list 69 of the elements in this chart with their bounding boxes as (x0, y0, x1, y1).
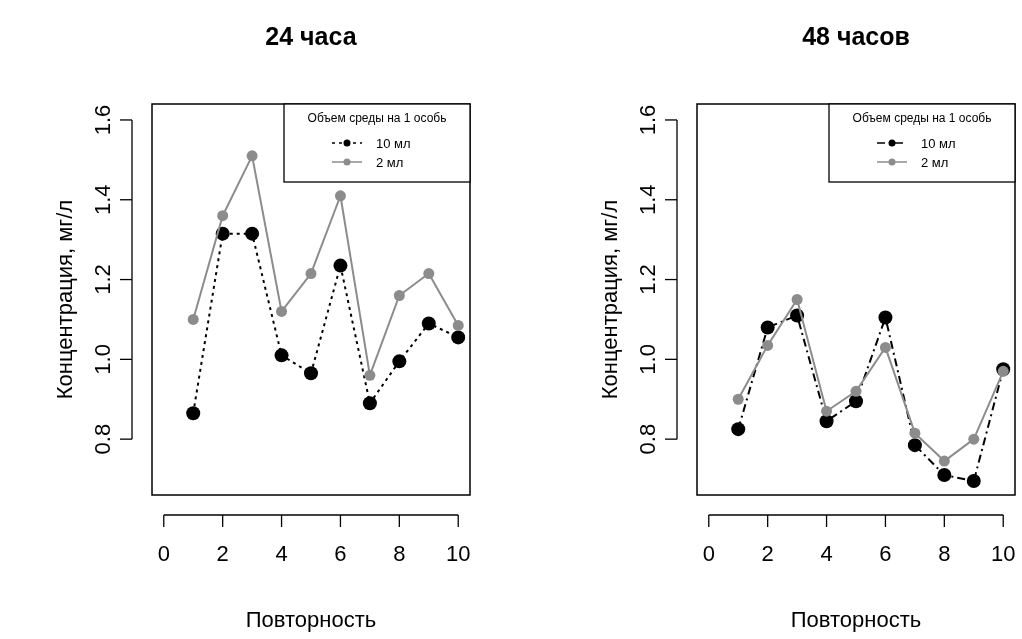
point (937, 468, 952, 483)
point (187, 313, 199, 325)
x-tick-label: 8 (393, 541, 406, 566)
y-tick-label: 1.0 (90, 344, 115, 375)
point (305, 268, 317, 280)
point (731, 422, 746, 437)
legend-title: Объем среды на 1 особь (852, 111, 992, 125)
point (421, 316, 436, 331)
y-tick-label: 1.2 (635, 264, 660, 295)
y-axis-title: Концентрация, мг/л (52, 199, 77, 400)
x-tick-label: 10 (990, 541, 1016, 566)
point (393, 290, 405, 302)
y-tick-label: 0.8 (90, 423, 115, 455)
point (364, 369, 376, 381)
y-axis-title: Концентрация, мг/л (597, 199, 622, 400)
x-tick-label: 8 (938, 541, 951, 566)
x-tick-label: 2 (761, 541, 774, 566)
chart-title: 24 часа (265, 22, 358, 50)
point (791, 294, 803, 305)
point (333, 258, 348, 273)
x-tick-label: 10 (445, 541, 471, 566)
point (362, 396, 377, 411)
point (760, 320, 775, 335)
legend-label: 10 мл (376, 135, 411, 151)
point (334, 190, 346, 202)
point (304, 366, 318, 381)
chart-title: 48 часов (802, 22, 910, 50)
point (821, 405, 833, 417)
point (879, 341, 891, 353)
x-tick-label: 0 (702, 541, 715, 566)
point (423, 268, 435, 280)
point (452, 319, 464, 331)
x-tick-label: 6 (879, 541, 892, 566)
point (849, 394, 863, 409)
x-tick-label: 4 (820, 541, 833, 566)
x-tick-label: 2 (216, 541, 229, 566)
point (938, 455, 950, 467)
point (451, 330, 466, 345)
point (732, 393, 744, 405)
y-tick-label: 1.4 (90, 184, 115, 216)
point (878, 310, 893, 325)
y-tick-label: 0.8 (635, 423, 660, 455)
x-axis-title: Повторность (790, 607, 922, 632)
point (276, 305, 288, 317)
point (246, 150, 258, 162)
point (909, 427, 921, 439)
x-axis-title: Повторность (245, 607, 377, 632)
point (274, 348, 289, 363)
y-tick-label: 1.4 (635, 184, 660, 216)
point (186, 406, 201, 421)
x-tick-label: 6 (334, 541, 347, 566)
legend-title: Объем среды на 1 особь (307, 111, 447, 125)
point (968, 433, 980, 445)
x-tick-label: 4 (275, 541, 288, 566)
y-tick-label: 1.2 (90, 264, 115, 295)
point (392, 354, 407, 369)
y-tick-label: 1.6 (90, 104, 115, 136)
y-tick-label: 1.6 (635, 104, 660, 136)
point (850, 385, 862, 397)
point (762, 339, 774, 351)
point (966, 474, 981, 489)
legend-label: 10 мл (921, 135, 956, 151)
point (245, 226, 260, 241)
point (217, 210, 229, 222)
legend-label: 2 мл (921, 154, 949, 170)
x-tick-label: 0 (157, 541, 170, 566)
y-tick-label: 1.0 (635, 344, 660, 375)
point (907, 438, 922, 453)
legend-label: 2 мл (376, 154, 404, 170)
